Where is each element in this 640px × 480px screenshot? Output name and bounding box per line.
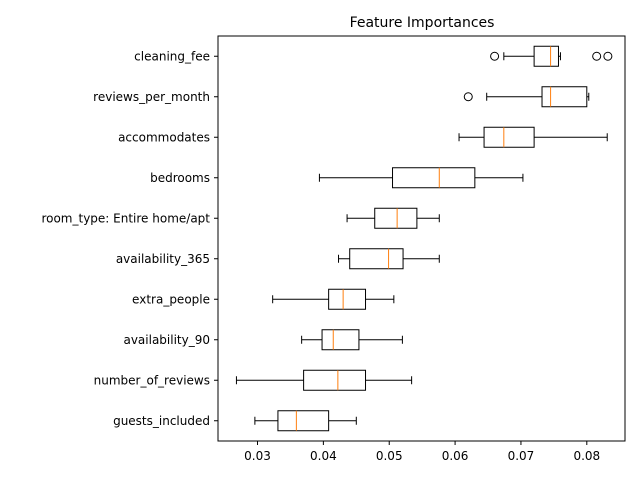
box	[328, 288, 367, 310]
x-tick-label: 0.04	[310, 449, 337, 463]
y-axis: cleaning_fee reviews_per_month accommodate…	[41, 49, 218, 428]
box-group	[272, 288, 395, 310]
box	[374, 207, 418, 229]
box-group	[458, 126, 608, 148]
x-tick-label: 0.03	[244, 449, 271, 463]
y-tick-label: bedrooms	[150, 171, 210, 185]
box	[392, 167, 476, 189]
box-group	[463, 86, 590, 108]
box-group	[301, 329, 403, 351]
x-tick-label: 0.06	[442, 449, 469, 463]
y-tick-label: cleaning_fee	[134, 49, 210, 63]
box	[533, 45, 559, 67]
box	[321, 329, 360, 351]
box	[277, 410, 330, 432]
y-tick-label: reviews_per_month	[93, 90, 210, 104]
plot-area-frame	[217, 35, 626, 442]
outlier-point	[603, 51, 613, 61]
y-tick-label: number_of_reviews	[94, 373, 210, 387]
box	[541, 86, 588, 108]
box-group	[346, 207, 440, 229]
chart-title: Feature Importances	[350, 15, 495, 31]
chart-marks	[235, 45, 613, 432]
outlier-point	[490, 51, 500, 61]
box	[483, 126, 535, 148]
box	[349, 248, 404, 270]
box-group	[318, 167, 524, 189]
x-tick-label: 0.05	[376, 449, 403, 463]
box-group	[254, 410, 357, 432]
y-tick-label: availability_90	[123, 333, 210, 347]
box-group	[235, 369, 413, 391]
box-group	[338, 248, 440, 270]
y-tick-label: availability_365	[116, 252, 210, 266]
outlier-point	[463, 92, 473, 102]
box-group	[490, 45, 613, 67]
x-tick-label: 0.07	[508, 449, 535, 463]
y-tick-label: accommodates	[118, 130, 210, 144]
x-tick-label: 0.08	[573, 449, 600, 463]
y-tick-label: guests_included	[113, 414, 210, 428]
outlier-point	[592, 51, 602, 61]
x-axis: 0.03 0.04 0.05 0.06 0.07 0.08	[244, 441, 600, 463]
y-tick-label: room_type: Entire home/apt	[41, 211, 210, 225]
y-tick-label: extra_people	[132, 292, 210, 306]
box	[303, 369, 367, 391]
